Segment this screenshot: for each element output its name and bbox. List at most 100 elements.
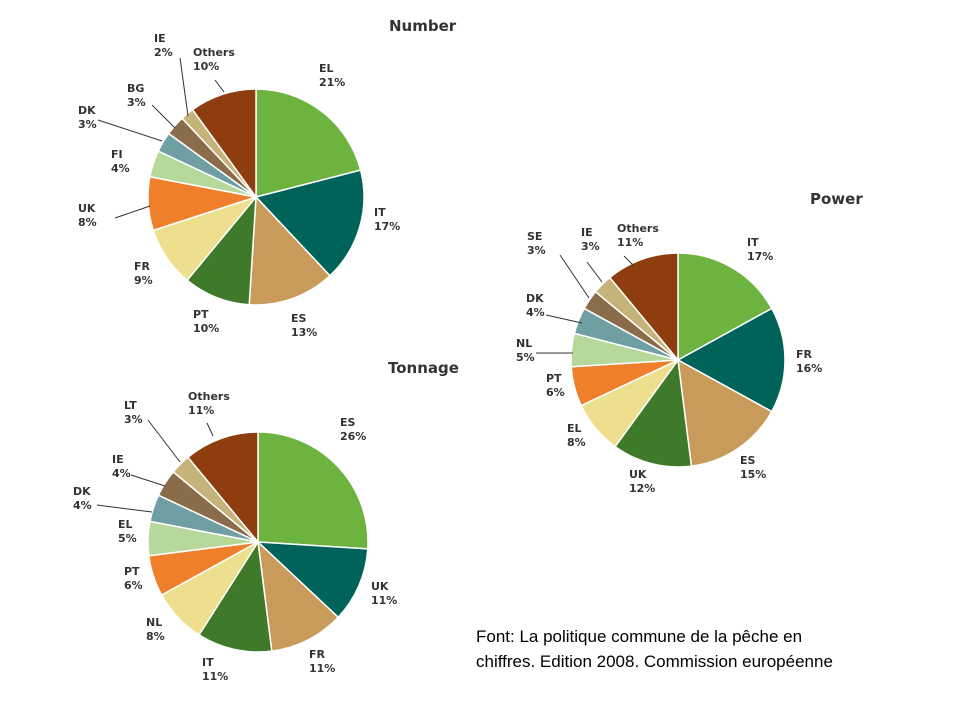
power-slice-label-fr: FR 16% — [796, 348, 822, 375]
power-slice-fr — [676, 307, 786, 413]
power-slice-name-it: IT — [747, 236, 759, 249]
tonnage-slice-value-ie: 4% — [112, 467, 131, 480]
power-slice-value-others: 11% — [617, 236, 643, 249]
power-slice-value-ie: 3% — [581, 240, 600, 253]
power-pie-chart: Power IT 17% FR 16% ES 15% UK 12% EL 8% PT 6% NL 5% DK… — [516, 190, 863, 495]
number-slice-value-fi: 4% — [111, 162, 130, 175]
number-chart-title: Number — [389, 17, 457, 35]
tonnage-leader-line-others — [206, 422, 214, 437]
number-slice-name-pt: PT — [193, 308, 209, 321]
tonnage-slice-label-ie: IE 4% — [112, 453, 131, 480]
tonnage-slice-value-lt: 3% — [124, 413, 143, 426]
power-slice-name-fr: FR — [796, 348, 813, 361]
tonnage-slice-name-it: IT — [202, 656, 214, 669]
number-slice-value-bg: 3% — [127, 96, 146, 109]
power-leader-line-others — [623, 255, 635, 267]
power-slice-name-others: Others — [617, 222, 659, 235]
number-slice-name-it: IT — [374, 206, 386, 219]
tonnage-slice-value-it: 11% — [202, 670, 228, 683]
number-slice-value-uk: 8% — [78, 216, 97, 229]
number-slice-label-it: IT 17% — [374, 206, 400, 233]
tonnage-slice-name-uk: UK — [371, 580, 389, 593]
number-slice-name-es: ES — [291, 312, 307, 325]
tonnage-slice-label-es: ES 26% — [340, 416, 366, 443]
tonnage-slice-name-lt: LT — [124, 399, 137, 412]
source-note-line-1: Font: La politique commune de la pêche e… — [476, 627, 803, 646]
power-leader-line-dk — [545, 314, 583, 324]
tonnage-slice-name-nl: NL — [146, 616, 162, 629]
number-slice-value-es: 13% — [291, 326, 317, 339]
tonnage-slice-name-el: EL — [118, 518, 133, 531]
number-slice-el — [255, 88, 362, 198]
number-pie-chart: Number EL 21%IT 17%ES 13%PT 10%FR 9%UK 8%FI 4%D… — [78, 17, 457, 339]
power-slice-label-uk: UK 12% — [629, 468, 655, 495]
number-slice-es — [248, 195, 331, 306]
power-slice-name-uk: UK — [629, 468, 647, 481]
power-slice-label-ie: IE 3% — [581, 226, 600, 253]
tonnage-leader-line-dk — [96, 504, 153, 513]
power-chart-title: Power — [810, 190, 863, 208]
number-slice-value-ie: 2% — [154, 46, 173, 59]
power-slice-value-uk: 12% — [629, 482, 655, 495]
tonnage-slice-name-es: ES — [340, 416, 356, 429]
number-slice-name-ie: IE — [154, 32, 166, 45]
power-slice-label-dk: DK 4% — [526, 292, 545, 319]
number-slice-label-fi: FI 4% — [111, 148, 130, 175]
number-slice-value-it: 17% — [374, 220, 400, 233]
power-slice-es — [677, 358, 773, 467]
power-slice-label-el: EL 8% — [567, 422, 586, 449]
tonnage-slice-value-others: 11% — [188, 404, 214, 417]
tonnage-slice-label-nl: NL 8% — [146, 616, 165, 643]
tonnage-slice-label-fr: FR 11% — [309, 648, 335, 675]
power-slice-label-it: IT 17% — [747, 236, 773, 263]
number-slice-label-bg: BG 3% — [127, 82, 146, 109]
power-slice-label-nl: NL 5% — [516, 337, 535, 364]
tonnage-slice-value-uk: 11% — [371, 594, 397, 607]
tonnage-slice-fr — [256, 540, 340, 652]
tonnage-slice-label-pt: PT 6% — [124, 565, 143, 592]
number-slice-value-fr: 9% — [134, 274, 153, 287]
power-slice-label-others: Others 11% — [617, 222, 659, 249]
number-slice-name-bg: BG — [127, 82, 144, 95]
power-slice-label-es: ES 15% — [740, 454, 766, 481]
number-leader-line-uk — [114, 205, 151, 219]
tonnage-slice-value-el: 5% — [118, 532, 137, 545]
number-slice-label-es: ES 13% — [291, 312, 317, 339]
tonnage-slice-value-nl: 8% — [146, 630, 165, 643]
tonnage-slice-es — [257, 431, 369, 550]
number-slice-name-el: EL — [319, 62, 334, 75]
number-slice-value-others: 10% — [193, 60, 219, 73]
number-slice-label-dk: DK 3% — [78, 104, 97, 131]
tonnage-slice-value-pt: 6% — [124, 579, 143, 592]
source-note: Font: La politique commune de la pêche e… — [476, 624, 946, 674]
power-slice-others — [608, 252, 679, 363]
tonnage-pie-chart: Tonnage ES 26%UK 11%FR 11%IT 11%NL 8%PT 6%EL 5%… — [73, 359, 459, 683]
number-slice-it — [254, 169, 365, 277]
number-slice-name-uk: UK — [78, 202, 96, 215]
source-note-line-2: chiffres. Edition 2008. Commission europ… — [476, 652, 833, 671]
number-slice-value-el: 21% — [319, 76, 345, 89]
power-slice-name-dk: DK — [526, 292, 544, 305]
number-slice-label-ie: IE 2% — [154, 32, 173, 59]
number-slice-value-dk: 3% — [78, 118, 97, 131]
power-slice-value-fr: 16% — [796, 362, 822, 375]
number-slice-label-el: EL 21% — [319, 62, 345, 89]
number-slice-label-others: Others 10% — [193, 46, 235, 73]
tonnage-slice-label-it: IT 11% — [202, 656, 228, 683]
number-leader-line-others — [214, 79, 225, 93]
number-slice-label-uk: UK 8% — [78, 202, 97, 229]
number-leader-line-bg — [151, 104, 176, 129]
power-slice-name-pt: PT — [546, 372, 562, 385]
number-slice-value-pt: 10% — [193, 322, 219, 335]
tonnage-slice-label-dk: DK 4% — [73, 485, 92, 512]
tonnage-leader-line-lt — [147, 419, 181, 463]
number-leader-line-dk — [97, 119, 163, 142]
tonnage-slice-it — [198, 539, 273, 653]
power-slice-name-se: SE — [527, 230, 542, 243]
tonnage-slice-others — [186, 431, 259, 545]
tonnage-slice-uk — [255, 541, 369, 619]
power-slice-name-ie: IE — [581, 226, 593, 239]
power-leader-line-ie — [586, 261, 603, 283]
tonnage-slice-label-others: Others 11% — [188, 390, 230, 417]
power-slice-value-se: 3% — [527, 244, 546, 257]
